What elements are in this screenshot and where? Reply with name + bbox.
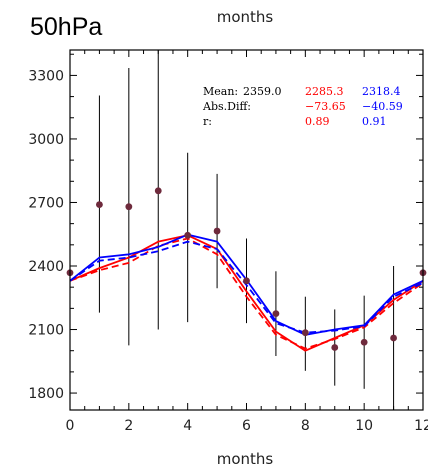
stats-mean-blue: 2318.4 — [362, 85, 401, 98]
observation-point — [390, 334, 397, 342]
observation-point — [125, 203, 133, 211]
stats-mean-obs: 2359.0 — [243, 85, 282, 98]
y-tick-label: 2700 — [28, 195, 64, 211]
observation-point — [213, 227, 221, 235]
series-line-2 — [69, 237, 424, 350]
y-tick-label: 3000 — [28, 132, 64, 148]
stats-r-red: 0.89 — [305, 115, 330, 128]
y-tick-label: 2100 — [28, 323, 64, 339]
plot-frame — [69, 49, 424, 411]
stats-box: Mean: 2359.0 2285.3 2318.4 Abs.Diff: −73… — [202, 85, 403, 128]
y-tick-label: 2400 — [28, 259, 64, 275]
stats-mean-red: 2285.3 — [305, 85, 344, 98]
observation-point — [96, 201, 103, 208]
observation-point — [184, 231, 192, 239]
observation-point — [154, 187, 162, 195]
x-tick-label: 10 — [355, 418, 373, 434]
x-tick-label: 8 — [301, 418, 310, 434]
observation-point — [272, 310, 280, 318]
stats-r-label: r: — [203, 115, 212, 128]
stats-r-blue: 0.91 — [362, 115, 387, 128]
y-tick-label: 1800 — [28, 386, 64, 402]
observation-point — [243, 277, 250, 285]
stats-absdiff-red: −73.65 — [305, 100, 346, 113]
observation-point — [360, 338, 368, 346]
x-tick-label: 2 — [124, 418, 133, 434]
stats-absdiff-label: Abs.Diff: — [202, 100, 251, 113]
observation-point — [331, 344, 339, 351]
observation-point — [301, 329, 309, 337]
ticks-layer: 0 2 4 6 8 10 12 1800 2100 2400 2700 3000 3300 — [28, 50, 428, 434]
x-tick-label: 4 — [183, 418, 192, 434]
x-tick-label: 6 — [242, 418, 251, 434]
top-axis-title: months — [217, 8, 274, 26]
series-line-4 — [69, 240, 424, 334]
x-tick-label: 0 — [66, 418, 75, 434]
chart-title: 50hPa — [30, 13, 102, 41]
y-tick-label: 3300 — [28, 68, 64, 84]
stats-absdiff-blue: −40.59 — [362, 100, 403, 113]
stats-mean-label: Mean: — [203, 85, 238, 98]
x-axis-title: months — [217, 450, 274, 468]
x-tick-label: 12 — [414, 418, 428, 434]
